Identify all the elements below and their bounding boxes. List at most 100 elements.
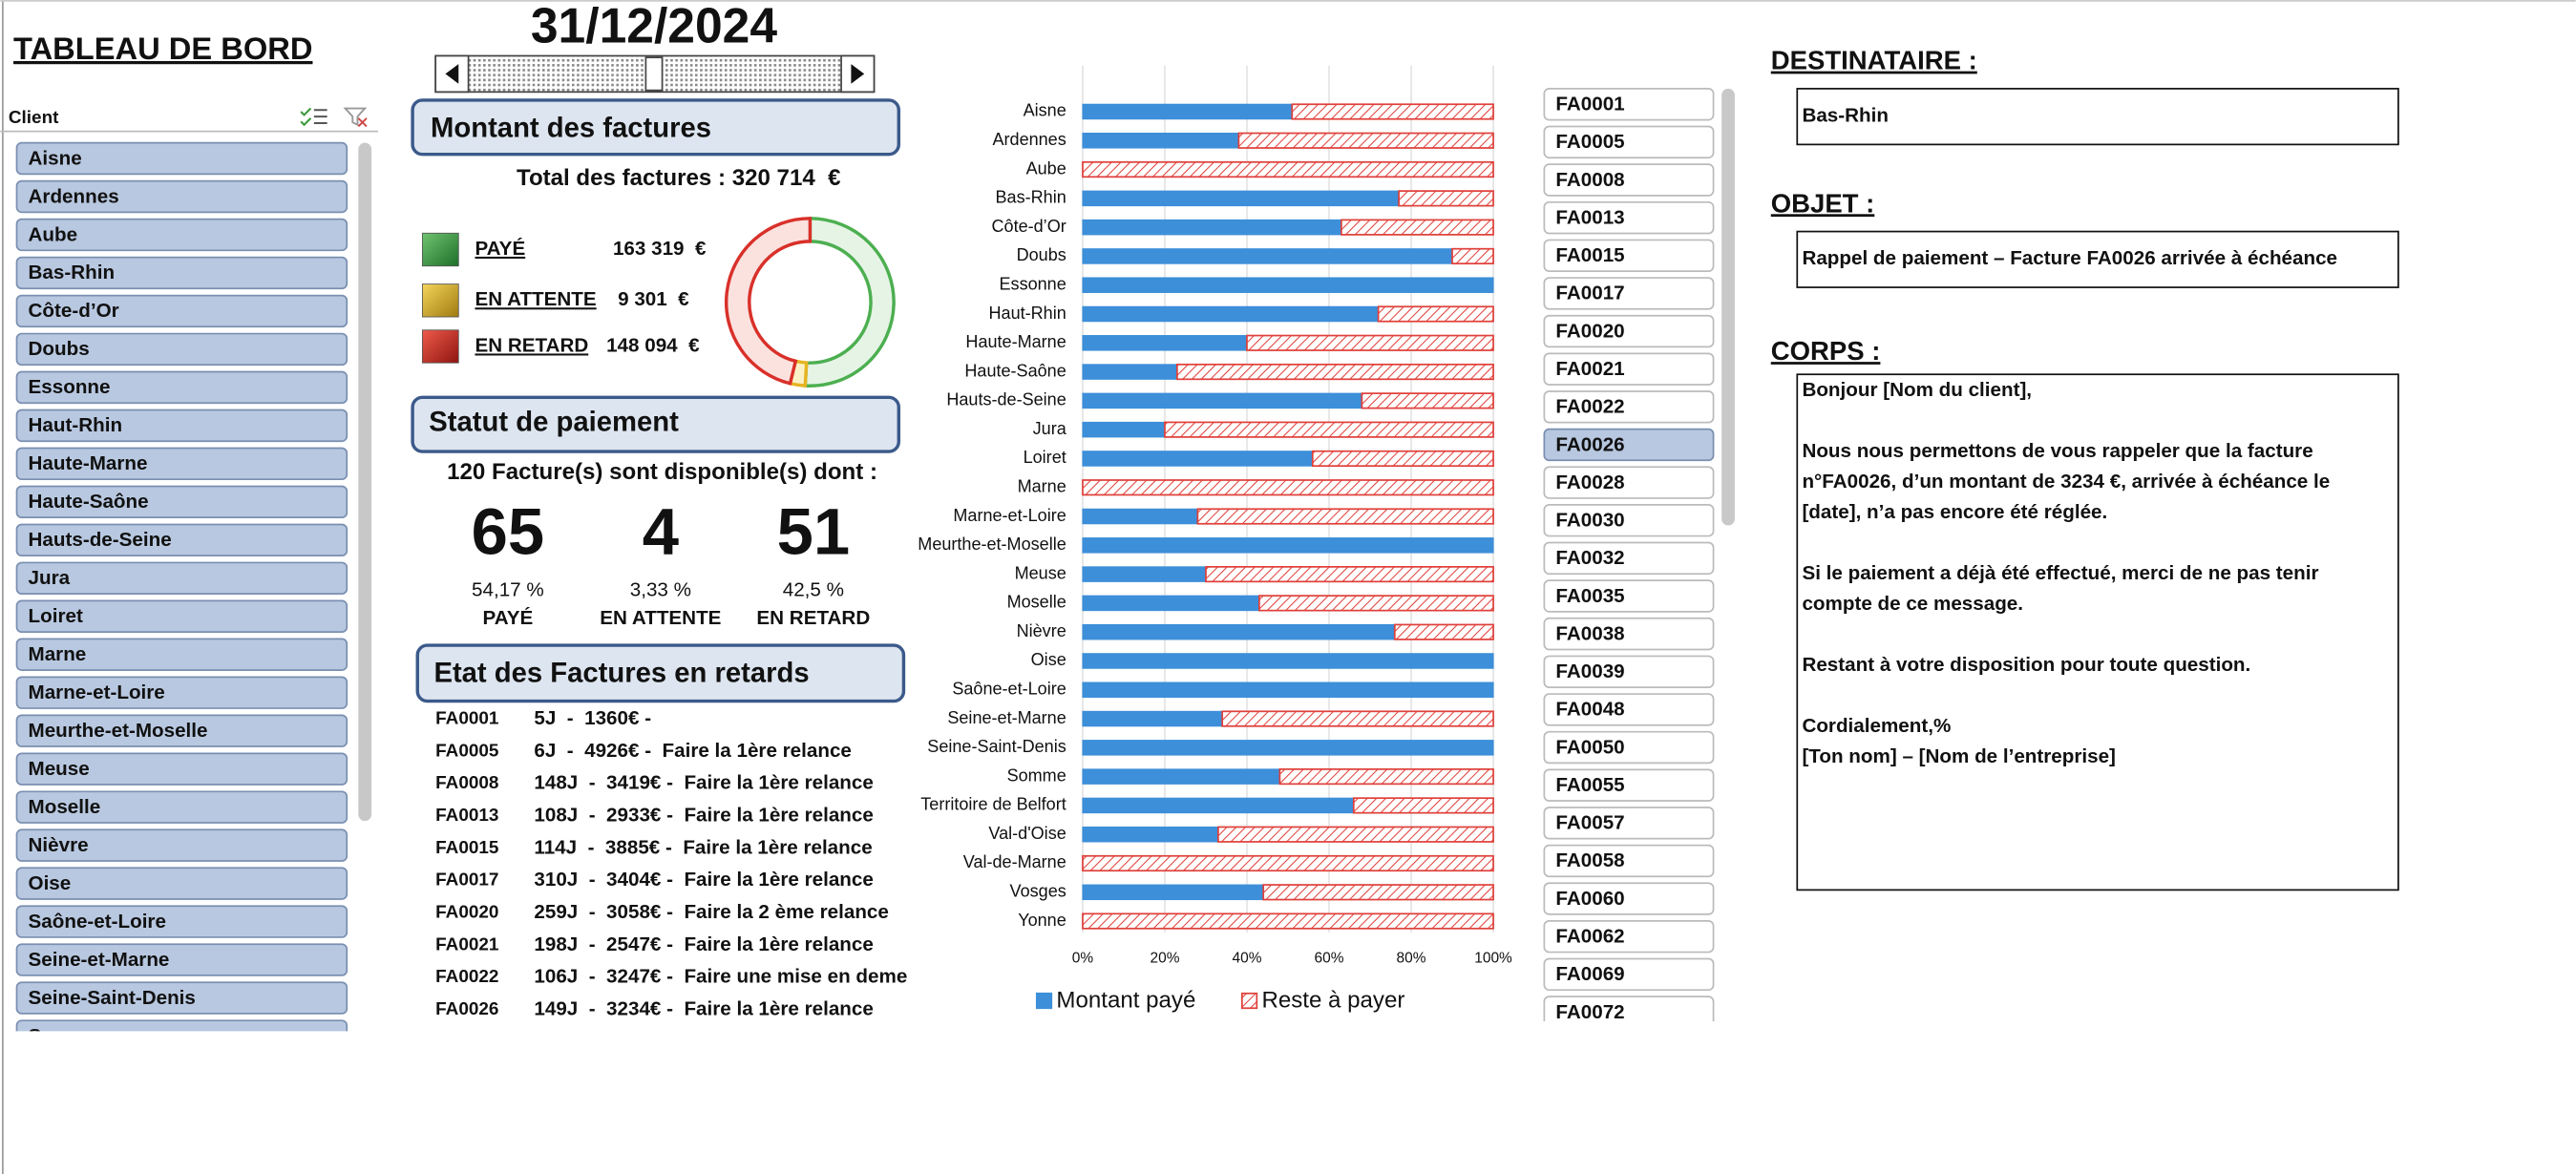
x-tick-label: 100% — [1474, 951, 1512, 967]
date-scrollbar[interactable] — [434, 54, 876, 94]
donut-slice — [803, 217, 896, 388]
y-tick-label: Nièvre — [1017, 621, 1066, 640]
slicer-button[interactable]: FA0057 — [1543, 807, 1715, 840]
status-label: PAYÉ — [482, 607, 533, 629]
slicer-button[interactable]: FA0030 — [1543, 504, 1715, 537]
slicer-button[interactable]: FA0022 — [1543, 390, 1715, 424]
y-tick-label: Jura — [1033, 419, 1067, 438]
slicer-button[interactable]: Meuse — [15, 752, 348, 786]
slicer-button[interactable]: Haut-Rhin — [15, 409, 348, 443]
slicer-button[interactable]: Nièvre — [15, 828, 348, 862]
button-label: Saône-et-Loire — [29, 911, 166, 933]
section-title: Etat des Factures en retards — [433, 659, 809, 689]
bar-segment — [1196, 508, 1494, 525]
slicer-button[interactable]: FA0021 — [1543, 352, 1715, 386]
button-bg — [1543, 807, 1715, 840]
button-bg — [15, 561, 348, 595]
button-label: FA0021 — [1555, 358, 1624, 380]
button-label: Moselle — [29, 796, 101, 818]
slicer-button[interactable]: FA0069 — [1543, 957, 1715, 992]
button-label: FA0050 — [1555, 736, 1624, 758]
button-bg — [1543, 428, 1715, 462]
late-detail: 259J - 3058€ - Faire la 2 ème relance — [534, 901, 889, 923]
button-bg — [15, 294, 348, 328]
scrollbar[interactable] — [1721, 88, 1735, 526]
slicer-button[interactable]: Aisne — [15, 141, 348, 176]
slicer-button[interactable]: Seine-et-Marne — [15, 943, 348, 976]
button-bg — [1543, 617, 1715, 651]
slicer-button[interactable]: Somme — [15, 1019, 348, 1052]
field-label: CORPS : — [1771, 336, 1881, 366]
body-line: [Ton nom] – [Nom de l’entreprise] — [1802, 745, 2116, 767]
slicer-button[interactable]: FA0008 — [1543, 163, 1715, 197]
clear-filter-icon[interactable] — [343, 107, 368, 128]
percent: 54,17 % — [472, 579, 544, 601]
slicer-button[interactable]: FA0038 — [1543, 617, 1715, 651]
slicer-button[interactable]: FA0020 — [1543, 314, 1715, 348]
slicer-button[interactable]: FA0001 — [1543, 88, 1715, 121]
slicer-button[interactable]: Aube — [15, 218, 348, 252]
slicer-button[interactable]: Essonne — [15, 370, 348, 405]
slicer-button[interactable]: Côte-d’Or — [15, 294, 348, 328]
slicer-button[interactable]: Hauts-de-Seine — [15, 523, 348, 557]
x-tick-label: 0% — [1072, 951, 1094, 967]
slicer-button[interactable]: FA0062 — [1543, 920, 1715, 954]
scroll-thumb[interactable] — [644, 56, 664, 92]
slicer-button[interactable]: FA0055 — [1543, 768, 1715, 802]
slicer-button[interactable]: Marne-et-Loire — [15, 676, 348, 709]
slicer-button[interactable]: Marne — [15, 638, 348, 671]
field-box — [1796, 88, 2399, 146]
slicer-button[interactable]: Ardennes — [15, 179, 348, 214]
slicer-button[interactable]: FA0017 — [1543, 277, 1715, 310]
button-label: Haute-Marne — [29, 452, 148, 474]
button-label: Seine-Saint-Denis — [29, 987, 196, 1009]
button-label: Haut-Rhin — [29, 414, 123, 436]
multiselect-icon[interactable] — [300, 107, 327, 127]
slicer-button[interactable]: FA0060 — [1543, 882, 1715, 915]
button-bg — [1543, 882, 1715, 915]
slicer-button[interactable]: FA0035 — [1543, 579, 1715, 613]
donut-slice — [724, 217, 813, 386]
slicer-button[interactable]: Oise — [15, 867, 348, 900]
slicer-button[interactable]: FA0028 — [1543, 466, 1715, 499]
late-detail: 106J - 3247€ - Faire une mise en deme — [534, 966, 907, 988]
count: 65 — [472, 495, 545, 569]
slicer-button[interactable]: Moselle — [15, 790, 348, 824]
slicer-button[interactable]: Bas-Rhin — [15, 256, 348, 290]
slicer-button[interactable]: Haute-Saône — [15, 485, 348, 519]
late-detail: 149J - 3234€ - Faire la 1ère relance — [534, 997, 873, 1019]
late-list: FA0001 5J - 1360€ - FA0005 6J - 4926€ - Fai… — [435, 707, 907, 1020]
slicer-button[interactable]: Jura — [15, 561, 348, 595]
legend-label: Montant payé — [1056, 988, 1195, 1014]
slicer-button[interactable]: FA0026 — [1543, 428, 1715, 462]
slicer-button[interactable]: Saône-et-Loire — [15, 905, 348, 938]
button-bg — [15, 981, 348, 1015]
slicer-button[interactable]: FA0072 — [1543, 996, 1715, 1028]
legend-swatch — [421, 283, 459, 318]
button-bg — [1543, 693, 1715, 726]
y-tick-label: Loiret — [1024, 448, 1066, 467]
button-bg — [15, 828, 348, 862]
count: 4 — [643, 495, 679, 569]
invoice-id: FA0015 — [435, 838, 498, 858]
slicer-button[interactable]: FA0039 — [1543, 655, 1715, 688]
bar-segment — [1082, 335, 1248, 351]
slicer-button[interactable]: FA0015 — [1543, 239, 1715, 272]
bar-segment — [1082, 797, 1355, 814]
slicer-button[interactable]: FA0013 — [1543, 200, 1715, 235]
slicer-button[interactable]: Seine-Saint-Denis — [15, 981, 348, 1015]
slicer-button[interactable]: FA0005 — [1543, 125, 1715, 159]
y-tick-label: Aube — [1026, 158, 1066, 178]
button-label: Marne — [29, 643, 87, 665]
slicer-button[interactable]: Loiret — [15, 599, 348, 633]
scrollbar[interactable] — [358, 142, 372, 822]
slicer-button[interactable]: FA0058 — [1543, 844, 1715, 878]
slicer-button[interactable]: FA0048 — [1543, 693, 1715, 726]
slicer-button[interactable]: Doubs — [15, 332, 348, 367]
slicer-button[interactable]: FA0032 — [1543, 541, 1715, 576]
slicer-button[interactable]: Meurthe-et-Moselle — [15, 714, 348, 747]
legend-label: EN RETARD — [475, 334, 588, 356]
slicer-button[interactable]: Haute-Marne — [15, 447, 348, 481]
late-detail: 6J - 4926€ - Faire la 1ère relance — [534, 740, 852, 762]
slicer-button[interactable]: FA0050 — [1543, 730, 1715, 765]
